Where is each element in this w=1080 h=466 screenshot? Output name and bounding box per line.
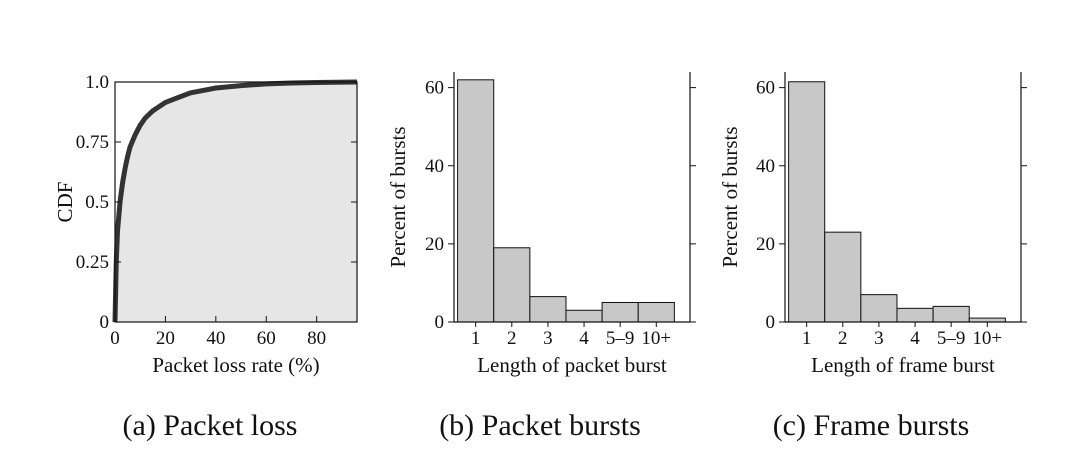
- panel-caption: (a) Packet loss: [123, 409, 298, 442]
- x-tick-label: 0: [110, 328, 120, 349]
- x-tick-label: 1: [802, 328, 812, 349]
- x-tick-label: 3: [543, 328, 553, 349]
- y-tick-label: 1.0: [85, 72, 109, 93]
- bar: [637, 301, 675, 323]
- x-tick-label: 10+: [641, 328, 671, 349]
- panel-a-packet-loss: 0 20 40 60 80 0 0.25 0.5 0.75 1.0 Packet loss rate…: [53, 72, 358, 442]
- bar: [788, 81, 826, 323]
- y-axis-label: CDF: [53, 182, 77, 223]
- y-tick-label: 60: [756, 78, 775, 99]
- bar: [932, 305, 970, 323]
- y-axis-label: Percent of bursts: [386, 126, 410, 267]
- x-tick-label: 60: [257, 328, 276, 349]
- bar: [457, 79, 495, 323]
- panel-c-frame-bursts: 1 2 3 4 5–9 10+ 0 20 40 60 Length of frame burst Pe…: [718, 72, 1027, 442]
- y-axis-label: Percent of bursts: [718, 126, 742, 267]
- y-tick-label: 40: [425, 156, 444, 177]
- x-tick-label: 80: [307, 328, 326, 349]
- x-tick-label: 4: [910, 328, 920, 349]
- x-axis-label: Length of packet burst: [477, 353, 667, 377]
- cdf-line: [112, 79, 358, 323]
- x-tick-label: 1: [471, 328, 481, 349]
- y-tick-label: 20: [425, 234, 444, 255]
- x-tick-label: 5–9: [606, 328, 635, 349]
- panel-b-packet-bursts: 1 2 3 4 5–9 10+ 0 20 40 60 Length of packet burst P…: [386, 72, 696, 442]
- y-tick-label: 0.5: [85, 192, 109, 213]
- panel-caption: (c) Frame bursts: [773, 409, 970, 442]
- bar: [529, 296, 567, 323]
- x-tick-label: 5–9: [937, 328, 966, 349]
- y-tick-label: 0.75: [76, 132, 109, 153]
- x-tick-label: 2: [507, 328, 517, 349]
- x-tick-label: 20: [156, 328, 175, 349]
- bar: [493, 247, 531, 323]
- x-tick-label: 40: [206, 328, 225, 349]
- x-axis-label: Packet loss rate (%): [152, 353, 319, 377]
- bar: [824, 231, 862, 323]
- x-tick-label: 10+: [972, 328, 1002, 349]
- cdf-area: [115, 82, 357, 322]
- x-tick-label: 4: [579, 328, 589, 349]
- x-tick-label: 2: [838, 328, 848, 349]
- bar: [896, 307, 934, 323]
- bar: [565, 309, 603, 323]
- panel-caption: (b) Packet bursts: [439, 409, 641, 442]
- y-tick-label: 0: [435, 312, 445, 333]
- y-tick-label: 60: [425, 78, 444, 99]
- x-tick-label: 3: [874, 328, 884, 349]
- y-tick-label: 40: [756, 156, 775, 177]
- y-tick-label: 0.25: [76, 252, 109, 273]
- bar: [860, 294, 898, 323]
- y-tick-label: 0: [766, 312, 776, 333]
- y-tick-label: 20: [756, 234, 775, 255]
- y-tick-label: 0: [100, 312, 110, 333]
- bar: [601, 301, 639, 323]
- x-axis-label: Length of frame burst: [811, 353, 995, 377]
